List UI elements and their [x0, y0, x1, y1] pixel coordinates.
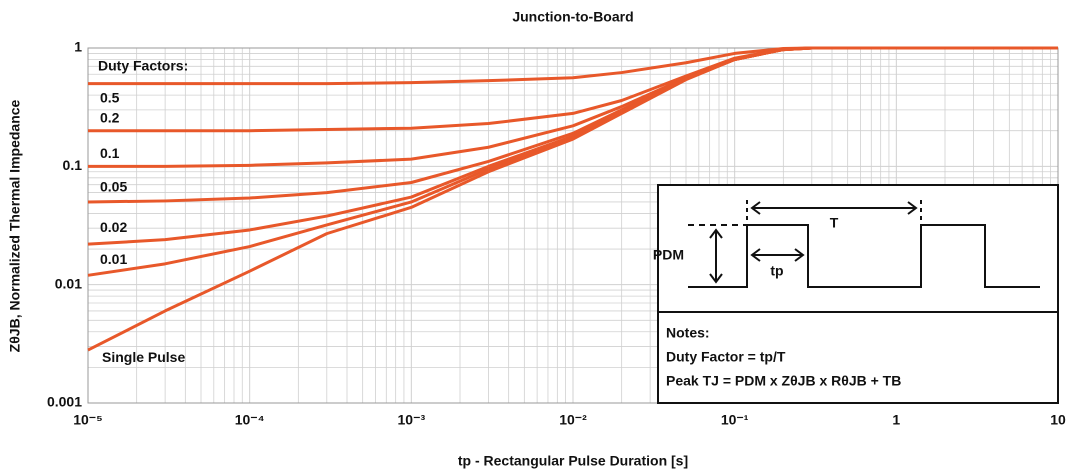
x-tick-label: 10⁻⁴	[235, 412, 265, 428]
notes-title: Notes:	[666, 325, 710, 341]
series-line	[87, 46, 1058, 352]
x-tick-label: 10⁻²	[559, 412, 587, 428]
y-tick-label: 0.1	[63, 157, 83, 173]
y-axis-label: ZθJB, Normalized Thermal Impedance	[7, 99, 23, 352]
y-tick-label: 0.01	[55, 275, 82, 291]
x-tick-label: 10⁻¹	[721, 412, 749, 428]
series-label: 0.01	[100, 251, 127, 267]
pulse-arrow	[750, 248, 805, 262]
pulse-label: tp	[770, 263, 783, 279]
pulse-waveform	[688, 224, 1040, 288]
note: Peak TJ = PDM x ZθJB x RθJB + TB	[666, 373, 901, 389]
x-tick-label: 10⁻³	[398, 412, 426, 428]
annotation: Duty Factors:	[98, 58, 188, 74]
series-label: 0.2	[100, 109, 120, 125]
series-label: 0.5	[100, 89, 120, 105]
series-label: 0.05	[100, 179, 127, 195]
x-tick-label: 1	[892, 412, 900, 428]
note: Duty Factor = tp/T	[666, 349, 786, 365]
y-tick-label: 1	[74, 39, 82, 55]
period-label: T	[830, 215, 839, 231]
chart-title: Junction-to-Board	[512, 9, 633, 25]
x-tick-label: 10⁻⁵	[73, 412, 103, 428]
series-label: Single Pulse	[102, 349, 185, 365]
x-axis-label: tp - Rectangular Pulse Duration [s]	[458, 453, 688, 469]
series-label: 0.02	[100, 219, 127, 235]
power-label: PDM	[653, 247, 684, 263]
series-label: 0.1	[100, 145, 120, 161]
inset: T PDM tp Notes: Duty Factor = tp/T Peak …	[653, 184, 1059, 404]
power-arrow	[709, 228, 723, 284]
y-tick-label: 0.001	[47, 394, 82, 410]
x-tick-label: 10	[1050, 412, 1066, 428]
period-arrow	[750, 201, 918, 215]
inset-box	[657, 184, 1059, 404]
